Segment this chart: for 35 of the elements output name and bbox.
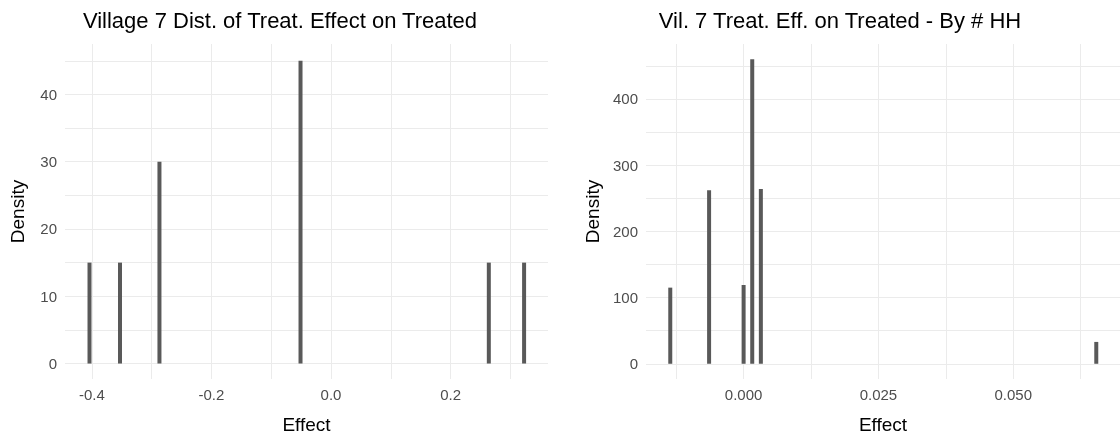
bar: [522, 262, 527, 364]
x-tick-label: -0.4: [78, 386, 105, 403]
y-tick-label: 300: [612, 156, 638, 174]
y-axis-title: Density: [7, 179, 28, 244]
chart-title: Vil. 7 Treat. Eff. on Treated - By # HH: [658, 7, 1022, 33]
y-tick-label: 200: [612, 222, 638, 240]
bar: [741, 284, 746, 364]
bar: [668, 287, 673, 364]
bar: [486, 262, 491, 364]
x-tick-label: 0.025: [859, 386, 898, 403]
x-axis-title: Effect: [282, 414, 332, 435]
x-tick-label: 0.050: [994, 386, 1032, 403]
y-axis-title: Density: [582, 179, 604, 244]
bar: [298, 60, 303, 364]
bar: [87, 262, 92, 364]
chart-title: Village 7 Dist. of Treat. Effect on Treated: [82, 7, 478, 33]
y-tick-label: 0: [629, 355, 638, 373]
y-tick-label: 20: [40, 220, 57, 238]
bar: [750, 59, 755, 364]
x-tick-label: 0.000: [724, 386, 763, 403]
x-tick-label: 0.0: [320, 386, 342, 403]
y-tick-label: 30: [40, 153, 57, 171]
x-axis-title: Effect: [858, 414, 908, 435]
y-tick-label: 400: [612, 90, 638, 108]
bar: [118, 262, 122, 364]
bar: [707, 190, 712, 364]
bar: [157, 161, 162, 364]
y-tick-label: 10: [40, 287, 57, 305]
x-tick-label: 0.2: [440, 386, 461, 403]
y-tick-label: 40: [40, 85, 57, 103]
y-tick-label: 0: [48, 355, 57, 373]
bar: [1094, 341, 1099, 364]
y-tick-label: 100: [612, 289, 638, 307]
x-tick-label: -0.2: [198, 386, 225, 403]
bar: [758, 188, 763, 364]
